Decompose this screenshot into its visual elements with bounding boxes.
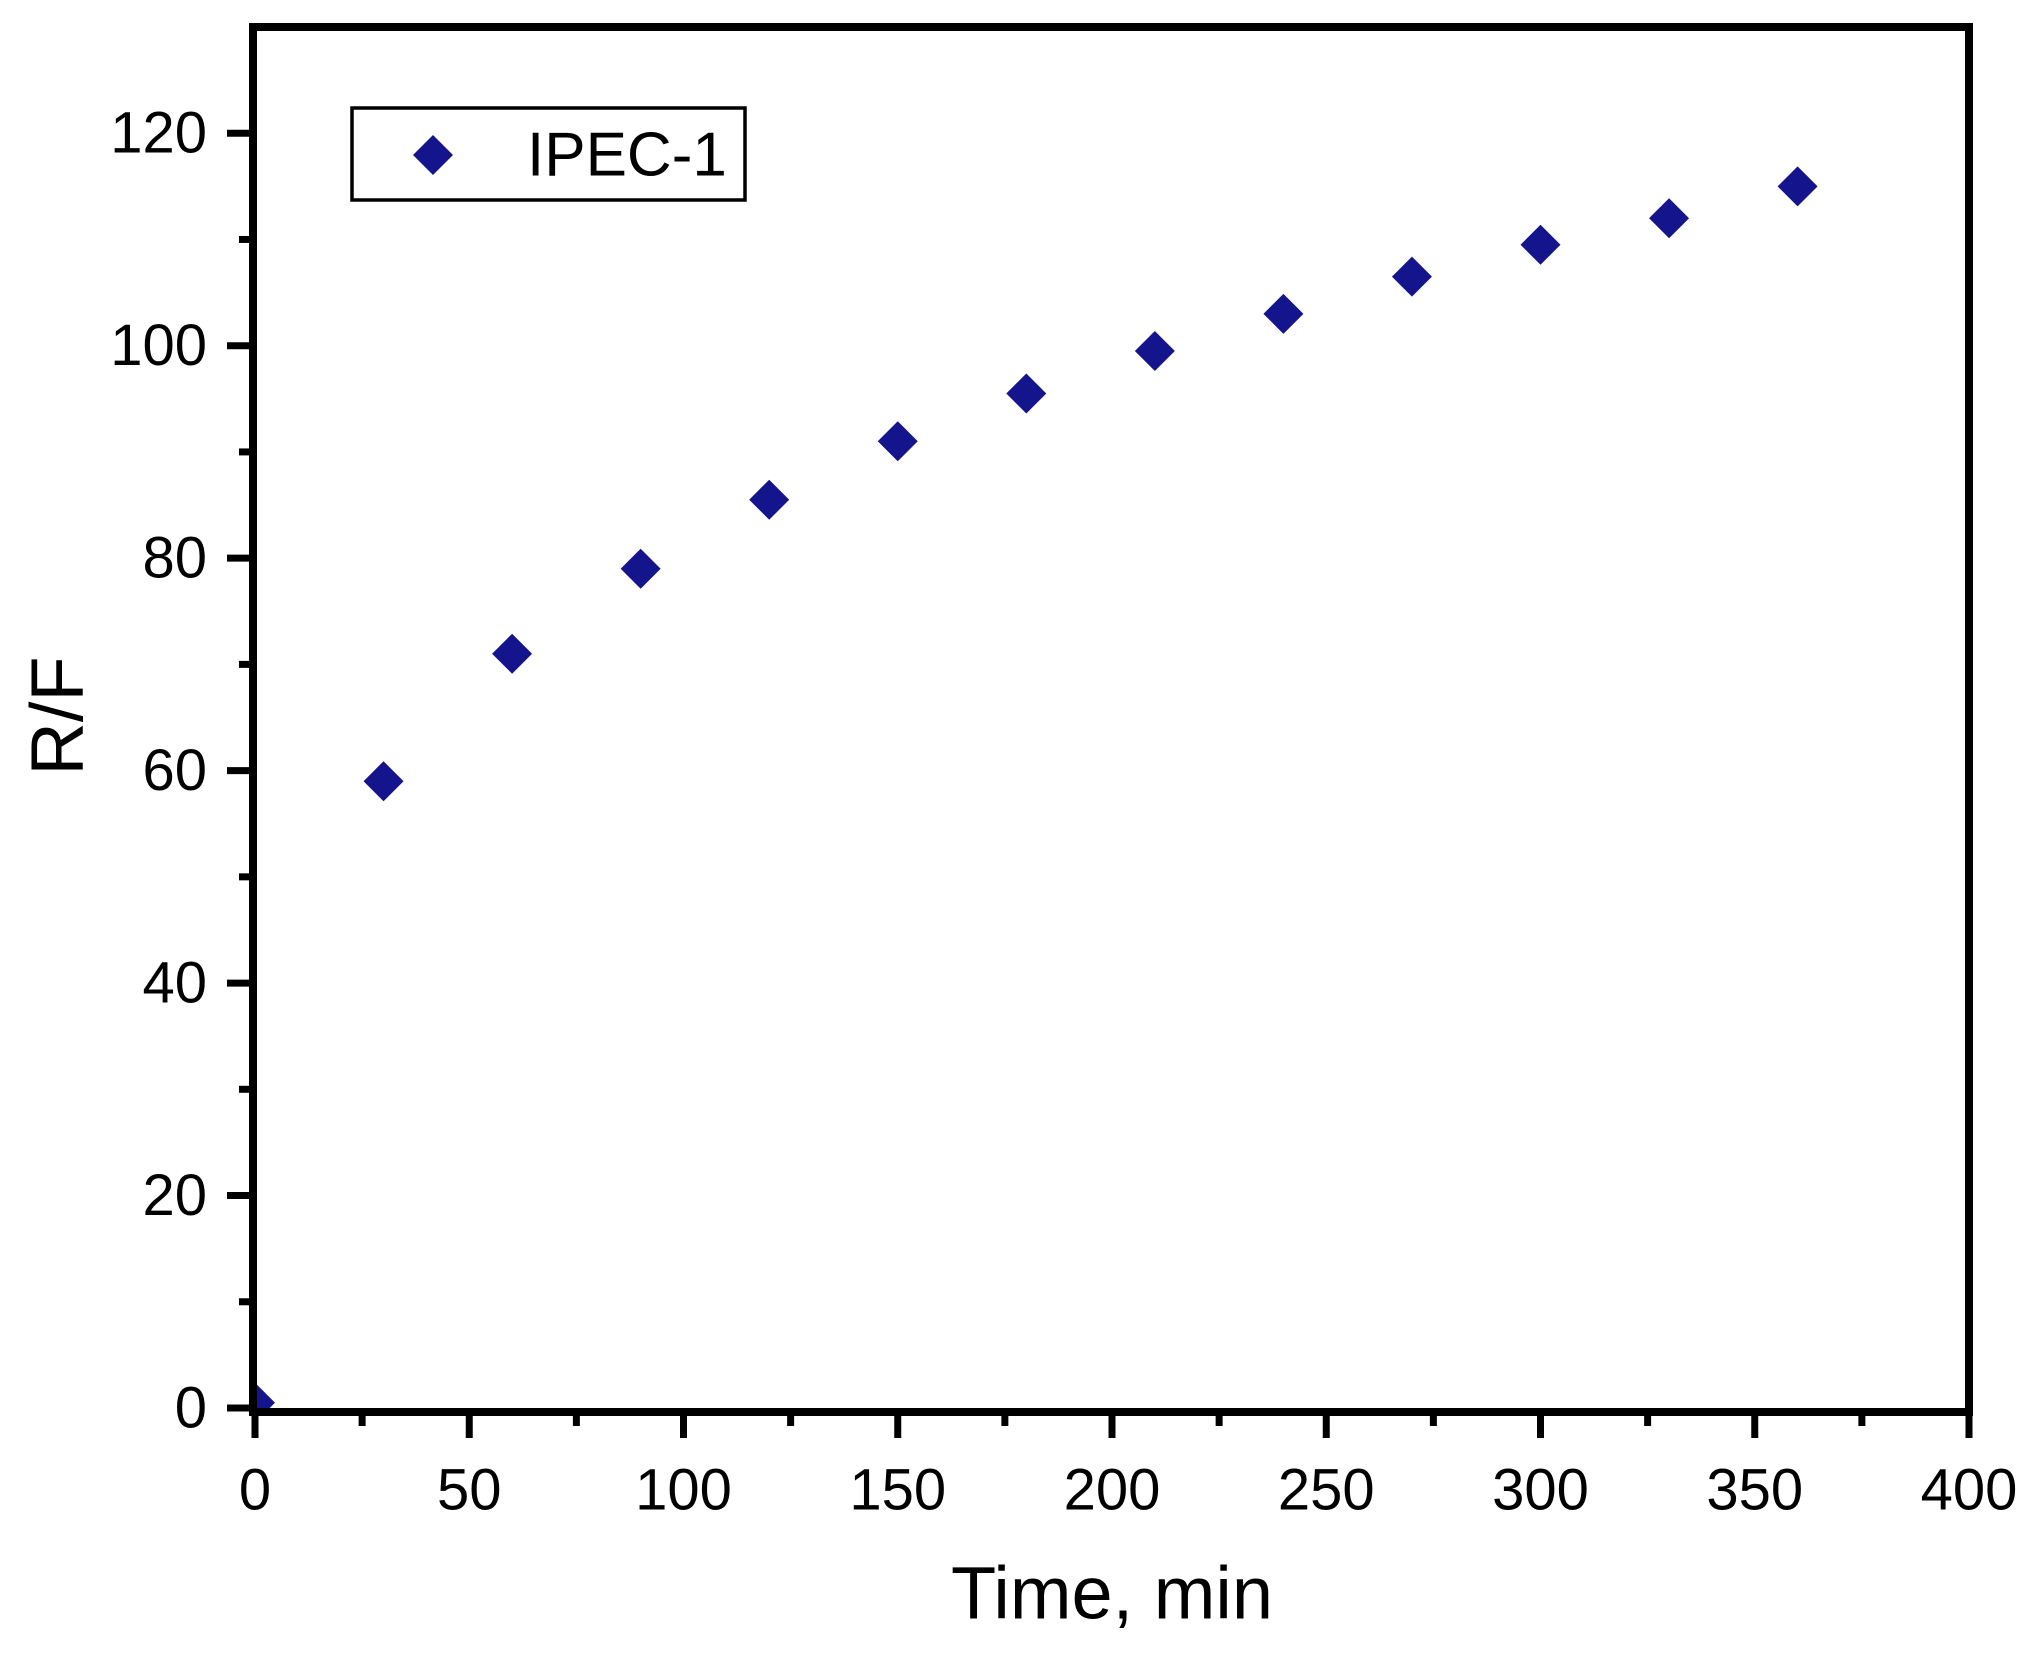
data-point [363,761,404,802]
data-series [257,166,1818,1408]
data-point [877,421,918,462]
y-axis-title: R/F [16,656,99,775]
data-point [1006,373,1047,414]
x-tick-label: 100 [635,1458,732,1523]
legend-label: IPEC-1 [527,121,727,190]
legend: IPEC-1 [350,106,747,202]
x-tick-label: 350 [1706,1458,1803,1523]
data-point [620,548,661,589]
plot-frame [249,23,1973,1416]
data-point [257,1384,275,1408]
x-tick-label: 250 [1278,1458,1375,1523]
x-axis-tick-labels: 0 50 100 150 200 250 300 350 400 [239,1458,2018,1523]
x-tick-label: 50 [437,1458,502,1523]
y-tick-label: 100 [110,313,207,378]
x-tick-label: 400 [1921,1458,2018,1523]
data-point [1777,166,1818,207]
y-tick-label: 20 [142,1163,207,1228]
data-point [1649,198,1690,239]
y-tick-label: 120 [110,101,207,166]
legend-diamond-icon [413,135,453,175]
x-axis-title: Time, min [951,1552,1273,1635]
x-axis-ticks [251,1412,1973,1438]
data-point [1391,256,1432,297]
data-point [1263,293,1304,334]
x-tick-label: 300 [1492,1458,1589,1523]
y-tick-label: 60 [142,738,207,803]
y-axis-ticks [227,129,253,1412]
x-tick-label: 150 [849,1458,946,1523]
x-tick-label: 0 [239,1458,271,1523]
data-point [1134,331,1175,372]
data-point [749,479,790,520]
y-tick-label: 80 [142,526,207,591]
y-axis-tick-labels: 0 20 40 60 80 100 120 [110,101,207,1441]
data-point [492,633,533,674]
data-point [1520,224,1561,265]
x-tick-label: 200 [1064,1458,1161,1523]
y-tick-label: 0 [175,1376,207,1441]
y-tick-label: 40 [142,951,207,1016]
